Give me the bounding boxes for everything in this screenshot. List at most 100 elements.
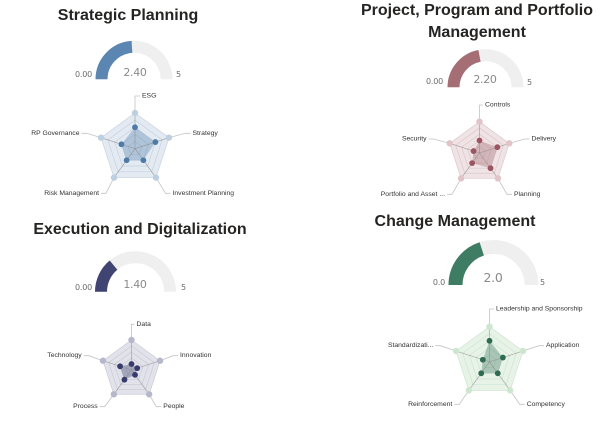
radar-leader-line: [428, 138, 450, 144]
radar-axis-label-competency: Competency: [527, 401, 566, 408]
radar-leader-line: [479, 104, 483, 122]
radar-axis-marker: [156, 357, 164, 364]
radar-spoke: [113, 148, 136, 178]
radar-data-point: [499, 354, 506, 361]
radar-data-point: [476, 137, 483, 144]
gauge-value-arc: [95, 260, 118, 293]
radar-grid-ring: [127, 141, 143, 155]
radar-leader-line: [101, 177, 115, 194]
radar-spoke: [134, 137, 170, 149]
gauge-min-label: 0.00: [425, 77, 443, 86]
radar-data-area: [121, 127, 156, 161]
radar-axis-marker: [99, 357, 107, 364]
radar-spoke: [460, 152, 480, 179]
radar-data-point: [487, 165, 494, 172]
radar-axis-marker: [165, 134, 173, 141]
radar-spoke: [479, 143, 510, 154]
radar-axis-label-esg: ESG: [142, 93, 156, 100]
radar-grid-ring: [102, 339, 161, 395]
radar-leader-line: [509, 390, 525, 405]
radar-spoke: [102, 360, 132, 371]
radar-leader-line: [509, 138, 530, 144]
gauge-max-label: 5: [527, 78, 532, 87]
radar-axis-label-planning: Planning: [514, 191, 541, 198]
radar-leader-line: [81, 132, 102, 139]
gauge-value-label: 1.40: [123, 278, 147, 291]
gauge-max-label: 5: [181, 283, 186, 292]
gauge-value-arc: [448, 242, 485, 286]
radar-data-point: [478, 370, 485, 377]
radar-data-point: [494, 370, 501, 377]
radar-leader-line: [447, 178, 462, 195]
radar-data-area: [481, 340, 503, 374]
radar-axis-label-data: Data: [137, 321, 152, 328]
radar-spoke: [489, 350, 524, 363]
radar-data-point: [469, 160, 476, 167]
radar-axis-label-technology: Technology: [47, 352, 82, 359]
panel-title: Strategic Planning: [57, 7, 199, 24]
radar-data-point: [117, 363, 123, 370]
panel-title-line-1: Project, Program and Portfolio: [360, 2, 594, 19]
radar-axis-label-leadership-and-sponsorship: Leadership and Sponsorship: [496, 306, 583, 313]
radar-axis-marker: [97, 134, 105, 141]
radar-axis-label-rp-governance: RP Governance: [31, 130, 79, 137]
radar-grid-ring: [108, 345, 155, 390]
radar-grid-ring: [107, 119, 163, 173]
radar-axis-marker: [494, 175, 502, 182]
radar-axis-marker: [476, 118, 483, 125]
panel-title: Change Management: [374, 213, 536, 230]
radar-grid-ring: [461, 133, 498, 169]
radar-spoke: [134, 148, 157, 178]
radar-data-area: [472, 140, 498, 169]
radar-axis-label-application: Application: [546, 342, 579, 349]
radar-grid-ring: [113, 351, 150, 385]
radar-axis-marker: [465, 387, 473, 394]
radar-axis-label-delivery: Delivery: [532, 136, 557, 143]
radar-data-point: [486, 337, 493, 344]
gauge-min-label: 0.00: [74, 70, 92, 79]
radar-leader-line: [131, 323, 135, 340]
radar-leader-line: [148, 394, 162, 408]
gauge-value-arc: [447, 49, 481, 88]
radar-leader-line: [83, 355, 104, 362]
gauge-value-label: 2.0: [483, 270, 503, 285]
radar-leader-line: [99, 394, 115, 408]
radar-leader-line: [159, 355, 178, 362]
radar-data-point: [470, 148, 477, 154]
radar-axis-marker: [506, 140, 513, 147]
radar-axis-marker: [110, 391, 118, 398]
radar-axis-label-standardizati: Standardizati...: [388, 342, 433, 349]
panel-title-line-2: Management: [428, 24, 526, 41]
radar-axis-marker: [486, 323, 493, 330]
radar-axis-label-innovation: Innovation: [180, 352, 212, 359]
radar-grid-ring: [467, 140, 492, 164]
radar-data-point: [118, 141, 125, 148]
gauge-min-label: 0.0: [432, 278, 445, 287]
radar-axis-label-process: Process: [73, 403, 98, 410]
radar-data-point: [128, 361, 135, 367]
radar-grid-ring: [114, 126, 156, 167]
radar-axis-marker: [131, 109, 139, 117]
radar-axis-marker: [452, 347, 460, 355]
gauge-max-label: 5: [176, 70, 181, 79]
radar-axis-marker: [128, 336, 135, 344]
gauge-max-label: 5: [540, 278, 545, 287]
radar-leader-line: [497, 178, 512, 195]
radar-axis-label-risk-management: Risk Management: [44, 190, 99, 197]
radar-data-point: [494, 144, 501, 151]
panel-title: Execution and Digitalization: [33, 221, 247, 238]
radar-leader-line: [454, 390, 470, 405]
radar-axis-label-investment-planning: Investment Planning: [173, 190, 235, 197]
radar-axis-label-reinforcement: Reinforcement: [408, 401, 452, 408]
gauge-value-arc: [95, 40, 133, 80]
radar-spoke: [468, 361, 490, 391]
gauge-min-label: 0.00: [74, 283, 92, 292]
radar-data-point: [152, 139, 159, 145]
